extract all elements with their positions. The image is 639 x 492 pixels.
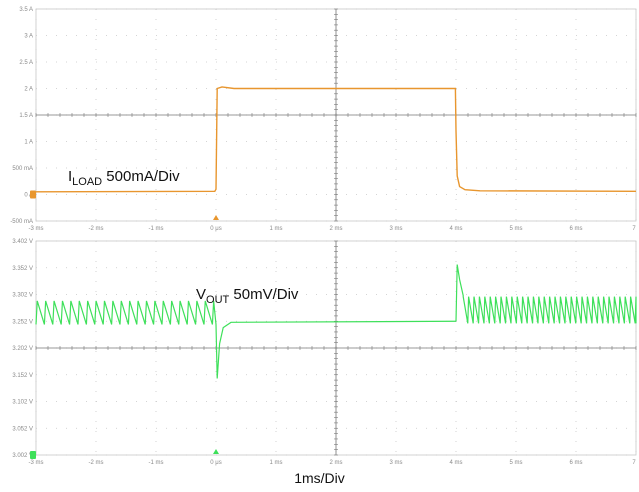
current-x-tick-label: 0 μs (210, 226, 221, 232)
current-channel-marker (30, 190, 36, 199)
voltage-channel-marker (30, 451, 36, 459)
x-axis-scale-label: 1ms/Div (294, 470, 345, 486)
current-y-tick-label: 0 A (24, 193, 33, 199)
current-x-tick-label: 2 ms (329, 226, 342, 232)
voltage-y-tick-label: 3.202 V (12, 346, 33, 352)
current-x-tick-label: -2 ms (89, 226, 104, 232)
voltage-x-tick-label: 4 ms (449, 460, 462, 466)
current-y-tick-label: 3.5 A (19, 7, 33, 13)
output-voltage-annotation: VOUT 50mV/Div (196, 286, 299, 306)
voltage-x-tick-label: -3 ms (29, 460, 44, 466)
voltage-x-tick-label: 1 ms (269, 460, 282, 466)
output-voltage-trace-after (455, 264, 637, 324)
output-voltage-trace-before (35, 300, 457, 379)
current-x-tick-label: 6 ms (569, 226, 582, 232)
voltage-y-tick-label: 3.102 V (12, 400, 33, 406)
voltage-x-tick-label: 3 ms (389, 460, 402, 466)
voltage-trigger-marker (213, 449, 219, 454)
voltage-x-tick-label: 5 ms (509, 460, 522, 466)
voltage-x-tick-label: 2 ms (329, 460, 342, 466)
voltage-y-tick-label: 3.402 V (12, 239, 33, 245)
voltage-x-tick-label: 0 μs (210, 460, 221, 466)
voltage-x-tick-label: -2 ms (89, 460, 104, 466)
voltage-y-tick-label: 3.052 V (12, 426, 33, 432)
voltage-x-tick-label: -1 ms (149, 460, 164, 466)
voltage-y-tick-label: 3.302 V (12, 293, 33, 299)
voltage-y-tick-label: 3.152 V (12, 373, 33, 379)
current-y-tick-label: 2 A (24, 87, 33, 93)
current-y-tick-label: -500 mA (10, 219, 33, 225)
current-y-tick-label: 500 mA (12, 166, 33, 172)
current-x-tick-label: -1 ms (149, 226, 164, 232)
voltage-x-tick-label: 7 (632, 460, 636, 466)
voltage-y-tick-label: 3.252 V (12, 319, 33, 325)
current-y-tick-label: 2.5 A (19, 60, 33, 66)
load-current-annotation: ILOAD 500mA/Div (68, 168, 180, 188)
voltage-y-tick-label: 3.352 V (12, 266, 33, 272)
output-voltage-panel: 3.402 V 3.352 V 3.302 V 3.252 V 3.202 V 3.152… (12, 239, 637, 466)
current-y-tick-label: 1 A (24, 140, 33, 146)
voltage-x-tick-label: 6 ms (569, 460, 582, 466)
current-y-tick-label: 3 A (24, 34, 33, 40)
voltage-y-tick-label: 3.002 V (12, 453, 33, 459)
current-x-tick-label: 4 ms (449, 226, 462, 232)
current-x-tick-label: 7 (632, 226, 636, 232)
current-x-tick-label: 5 ms (509, 226, 522, 232)
current-trigger-marker (213, 215, 219, 220)
current-y-tick-label: 1.5 A (19, 113, 33, 119)
load-current-trace (35, 86, 637, 193)
current-x-tick-label: -3 ms (29, 226, 44, 232)
load-current-panel: 3.5 A 3 A 2.5 A 2 A 1.5 A 1 A 500 mA 0 A -500 mA… (10, 7, 637, 232)
current-x-tick-label: 1 ms (269, 226, 282, 232)
current-x-tick-label: 3 ms (389, 226, 402, 232)
